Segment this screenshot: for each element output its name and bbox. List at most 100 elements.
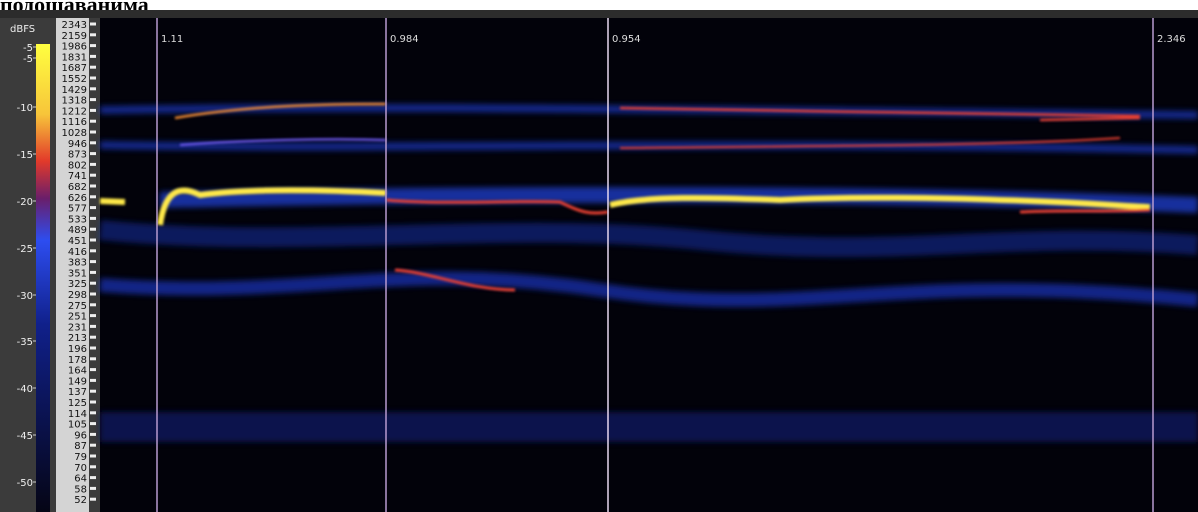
frequency-tick <box>90 98 96 101</box>
frequency-tick <box>90 487 96 490</box>
frequency-label: 251 <box>68 312 87 323</box>
level-label: -15 <box>17 150 33 161</box>
frequency-label: 577 <box>68 204 87 215</box>
frequency-tick <box>90 77 96 80</box>
frequency-tick <box>90 314 96 317</box>
frequency-tick <box>90 44 96 47</box>
frequency-tick <box>90 357 96 360</box>
marker-label: 1.11 <box>161 34 183 45</box>
level-unit: dBFS <box>10 24 35 35</box>
frequency-tick <box>90 152 96 155</box>
frequency-tick <box>90 131 96 134</box>
frequency-tick <box>90 390 96 393</box>
frequency-label: 1429 <box>62 85 87 96</box>
frequency-label: 105 <box>68 420 87 431</box>
level-label: -10 <box>17 103 33 114</box>
frequency-tick <box>90 303 96 306</box>
level-label: -5 <box>23 54 33 65</box>
marker-label: 2.346 <box>1157 34 1186 45</box>
frequency-tick <box>90 282 96 285</box>
page: подошаванима dBFS-5-5-10-15-20-25-30-35-… <box>0 0 1198 512</box>
frequency-tick <box>90 195 96 198</box>
frequency-tick <box>90 23 96 26</box>
frequency-label: 533 <box>68 214 87 225</box>
frequency-label: 58 <box>74 484 87 495</box>
frequency-tick <box>90 249 96 252</box>
frequency-label: 164 <box>68 366 87 377</box>
frequency-tick <box>90 271 96 274</box>
frequency-label: 149 <box>68 376 87 387</box>
frequency-label: 178 <box>68 355 87 366</box>
frequency-label: 231 <box>68 322 87 333</box>
frequency-tick <box>90 185 96 188</box>
frequency-label: 137 <box>68 387 87 398</box>
frequency-label: 96 <box>74 430 87 441</box>
frequency-tick <box>90 260 96 263</box>
frequency-tick <box>90 411 96 414</box>
frequency-label: 125 <box>68 398 87 409</box>
frequency-tick <box>90 325 96 328</box>
frequency-tick <box>90 217 96 220</box>
level-label: -5 <box>23 43 33 54</box>
frequency-tick <box>90 174 96 177</box>
frequency-label: 741 <box>68 171 87 182</box>
frequency-label: 682 <box>68 182 87 193</box>
level-label: -30 <box>17 291 33 302</box>
frequency-tick <box>90 455 96 458</box>
frequency-label: 489 <box>68 225 87 236</box>
frequency-label: 1986 <box>62 42 87 53</box>
frequency-tick <box>90 141 96 144</box>
frequency-label: 1212 <box>62 106 87 117</box>
frequency-tick <box>90 239 96 242</box>
frequency-label: 114 <box>68 409 87 420</box>
level-label: -40 <box>17 384 33 395</box>
frequency-label: 325 <box>68 279 87 290</box>
color-bar <box>36 44 50 512</box>
frequency-tick <box>90 498 96 501</box>
frequency-tick <box>90 368 96 371</box>
frequency-label: 351 <box>68 268 87 279</box>
frequency-tick <box>90 293 96 296</box>
marker-label: 0.954 <box>612 34 641 45</box>
frequency-label: 1831 <box>62 52 87 63</box>
frequency-label: 87 <box>74 441 87 452</box>
frequency-label: 873 <box>68 150 87 161</box>
frequency-label: 213 <box>68 333 87 344</box>
frequency-tick <box>90 347 96 350</box>
frequency-tick <box>90 66 96 69</box>
frequency-label: 1116 <box>62 117 87 128</box>
frequency-tick <box>90 87 96 90</box>
frequency-tick <box>90 336 96 339</box>
frequency-tick <box>90 444 96 447</box>
frequency-label: 946 <box>68 139 87 150</box>
frequency-label: 196 <box>68 344 87 355</box>
frequency-label: 64 <box>74 474 87 485</box>
spectrogram-window: подошаванима dBFS-5-5-10-15-20-25-30-35-… <box>0 0 1198 512</box>
frequency-label: 1318 <box>62 96 87 107</box>
frequency-label: 1552 <box>62 74 87 85</box>
frequency-label: 52 <box>74 495 87 506</box>
frequency-label: 451 <box>68 236 87 247</box>
frequency-label: 1687 <box>62 63 87 74</box>
frequency-tick <box>90 33 96 36</box>
level-label: -50 <box>17 478 33 489</box>
frequency-tick <box>90 120 96 123</box>
marker-label: 0.984 <box>390 34 419 45</box>
frequency-tick <box>90 401 96 404</box>
frequency-label: 416 <box>68 247 87 258</box>
frequency-label: 383 <box>68 258 87 269</box>
frequency-label: 298 <box>68 290 87 301</box>
frequency-label: 626 <box>68 193 87 204</box>
frequency-tick <box>90 109 96 112</box>
frequency-tick <box>90 476 96 479</box>
frequency-tick <box>90 433 96 436</box>
frequency-tick <box>90 228 96 231</box>
level-label: -35 <box>17 337 33 348</box>
level-label: -25 <box>17 244 33 255</box>
frequency-label: 2343 <box>62 20 87 31</box>
frequency-label: 2159 <box>62 31 87 42</box>
frequency-label: 275 <box>68 301 87 312</box>
frequency-label: 70 <box>74 463 87 474</box>
frequency-tick <box>90 206 96 209</box>
frequency-tick <box>90 379 96 382</box>
